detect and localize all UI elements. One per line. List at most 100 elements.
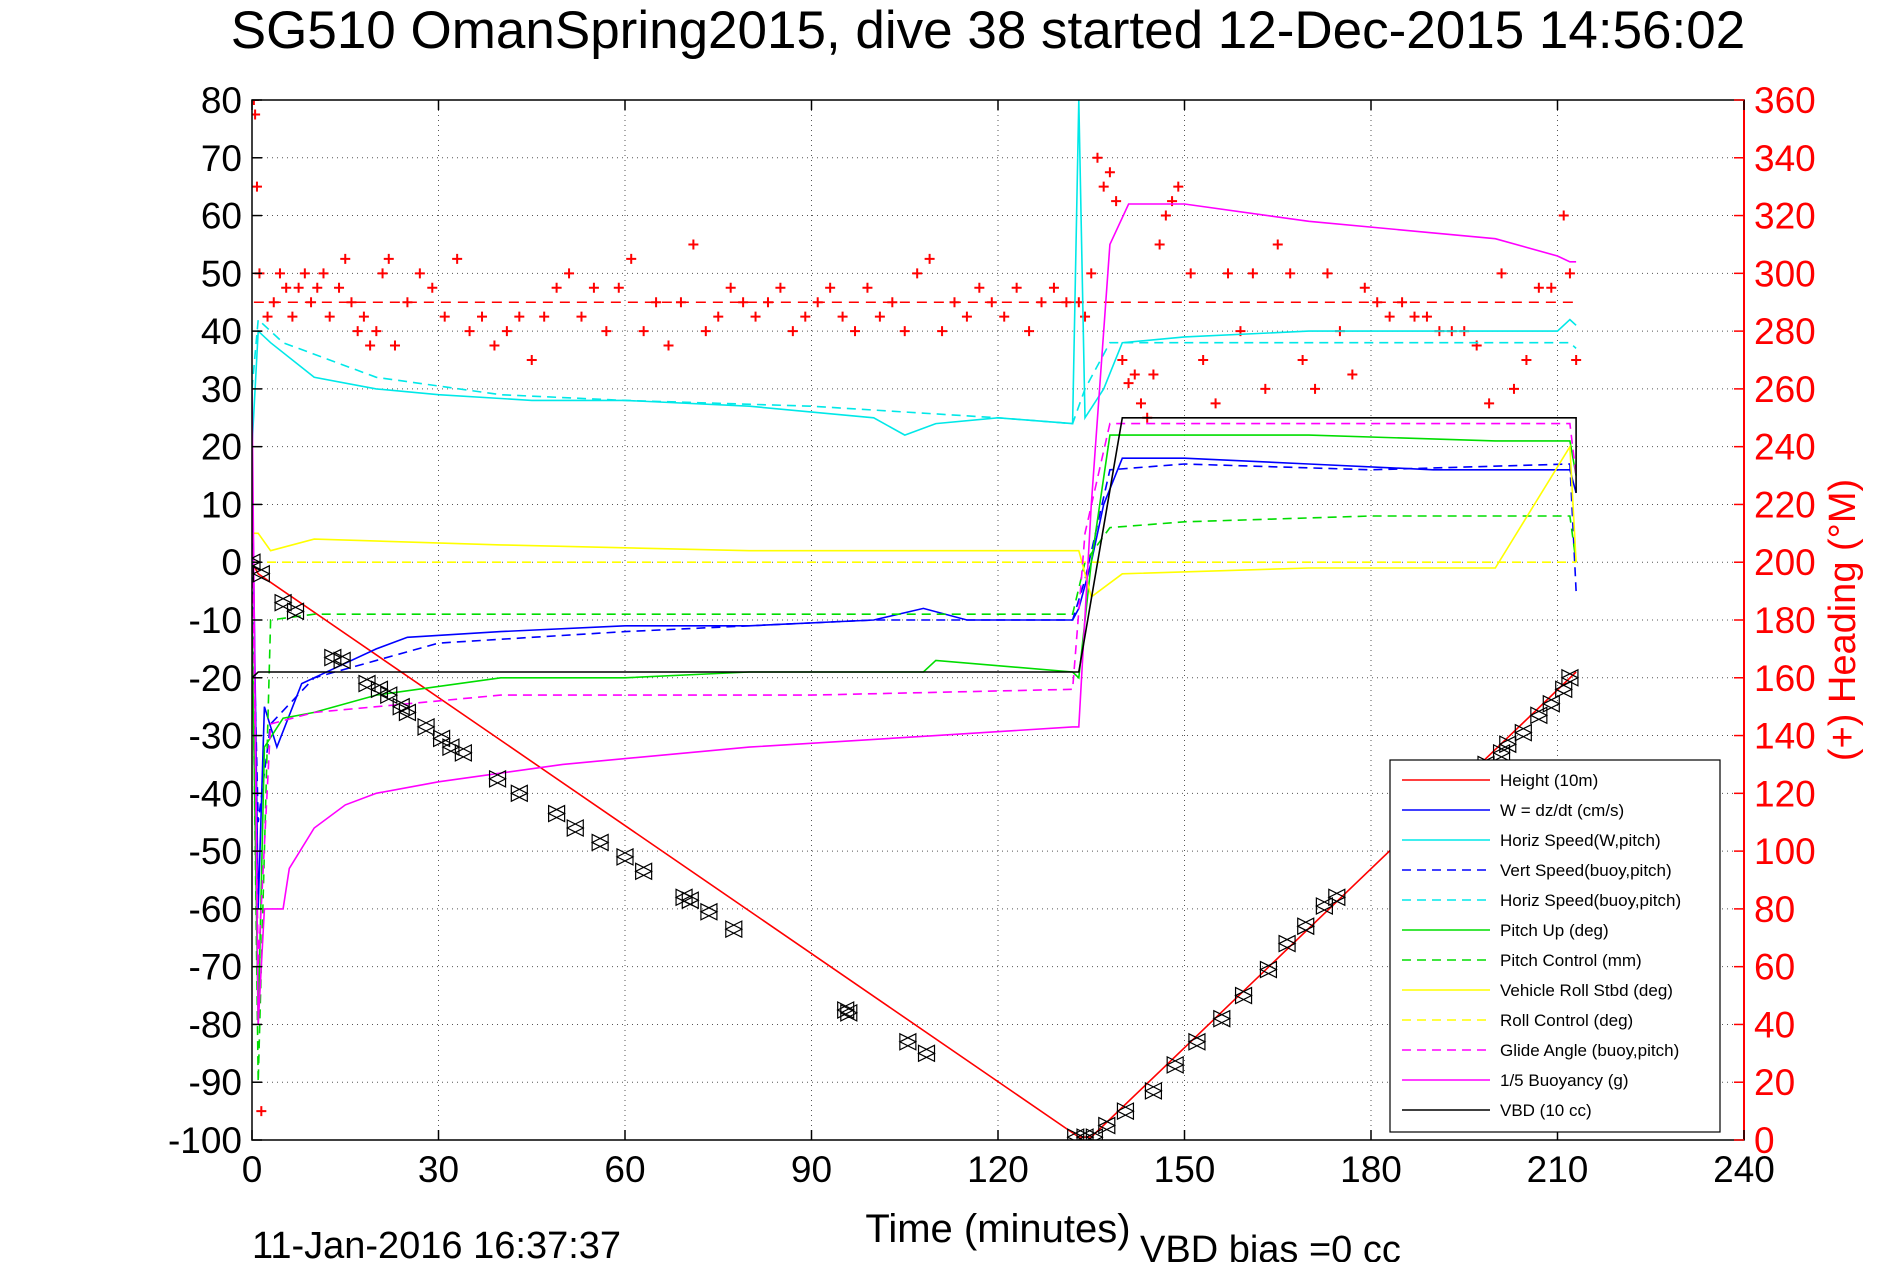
y-axis-right: 0 20 40 60 80 100 120 140 160 180 200 220 240 260 280 3… xyxy=(1734,80,1816,1161)
heading-point xyxy=(256,1106,267,1117)
dive-marker xyxy=(1529,706,1549,725)
heading-point xyxy=(1285,268,1296,279)
dive-marker xyxy=(1212,1009,1232,1028)
series-line xyxy=(252,422,1577,967)
heading-point xyxy=(949,297,960,308)
heading-point xyxy=(262,311,273,322)
y-right-tick-label: 260 xyxy=(1754,369,1816,410)
heading-point xyxy=(1347,369,1358,380)
heading-point xyxy=(346,297,357,308)
series-line xyxy=(252,515,1577,1083)
heading-point xyxy=(340,253,351,264)
y-right-tick-label: 100 xyxy=(1754,831,1816,872)
heading-point xyxy=(1061,297,1072,308)
heading-point xyxy=(377,268,388,279)
heading-point xyxy=(974,282,985,293)
heading-point xyxy=(912,268,923,279)
legend-label: Vert Speed(buoy,pitch) xyxy=(1500,861,1672,880)
dive-marker xyxy=(565,819,585,837)
heading-point xyxy=(937,326,948,337)
dive-marker xyxy=(680,891,700,910)
heading-point xyxy=(1223,268,1234,279)
legend: Height (10m) W = dz/dt (cm/s) Horiz Speed(… xyxy=(1389,759,1721,1133)
heading-point xyxy=(371,326,382,337)
series-line xyxy=(252,434,1577,1025)
heading-point xyxy=(762,297,773,308)
heading-point xyxy=(1521,355,1532,365)
dive-marker xyxy=(1144,1081,1163,1100)
y-tick-label: -70 xyxy=(189,947,242,988)
heading-point xyxy=(837,311,848,322)
dive-marker xyxy=(1492,743,1511,762)
series-line xyxy=(252,100,1577,447)
y-right-tick-label: 220 xyxy=(1754,484,1816,525)
heading-point xyxy=(1272,239,1283,250)
heading-point xyxy=(713,311,724,322)
heading-point xyxy=(812,297,823,308)
legend-label: Horiz Speed(W,pitch) xyxy=(1500,831,1661,850)
heading-point xyxy=(825,282,836,293)
y-tick-label: 80 xyxy=(201,80,242,121)
heading-point xyxy=(1160,210,1171,221)
heading-point xyxy=(850,326,861,337)
y-right-tick-label: 160 xyxy=(1754,658,1816,699)
heading-point xyxy=(1384,311,1395,322)
legend-label: Vehicle Roll Stbd (deg) xyxy=(1500,981,1673,1000)
heading-point xyxy=(1117,355,1128,365)
y-tick-label: -10 xyxy=(189,600,242,641)
heading-point xyxy=(1111,196,1122,207)
dive-marker xyxy=(724,920,744,939)
dive-marker xyxy=(1296,917,1316,936)
heading-point xyxy=(334,282,345,293)
dive-marker xyxy=(1165,1055,1185,1074)
y-tick-label: -20 xyxy=(189,658,242,699)
y-tick-label: 0 xyxy=(221,542,242,583)
dive-marker xyxy=(836,1001,856,1019)
heading-point xyxy=(464,326,475,337)
heading-point xyxy=(1098,181,1109,192)
dive-marker xyxy=(1560,668,1580,687)
dive-marker xyxy=(1097,1116,1117,1135)
heading-point xyxy=(899,326,910,337)
series-line xyxy=(252,561,1577,1138)
y-tick-label: -40 xyxy=(189,773,242,814)
heading-point xyxy=(1092,152,1103,163)
heading-point xyxy=(489,340,500,351)
dive-marker xyxy=(332,651,352,670)
heading-point xyxy=(1558,210,1569,221)
y-right-tick-label: 360 xyxy=(1754,80,1816,121)
legend-box xyxy=(1389,759,1721,1133)
heading-point xyxy=(576,311,587,322)
heading-layer xyxy=(252,100,1582,1117)
heading-point xyxy=(501,326,512,337)
heading-point xyxy=(1310,383,1321,394)
heading-point xyxy=(1080,311,1091,322)
y-right-tick-label: 200 xyxy=(1754,542,1816,583)
legend-label: W = dz/dt (cm/s) xyxy=(1500,801,1624,820)
heading-point xyxy=(1135,398,1146,409)
heading-point xyxy=(1011,282,1022,293)
series-layer xyxy=(252,100,1577,1138)
heading-point xyxy=(1036,297,1047,308)
x-axis-label: Time (minutes) xyxy=(865,1207,1130,1251)
heading-point xyxy=(514,311,525,322)
chart-title: SG510 OmanSpring2015, dive 38 started 12… xyxy=(231,1,1745,60)
dive-marker xyxy=(370,680,389,699)
heading-point xyxy=(526,355,537,365)
dive-marker xyxy=(634,862,653,881)
heading-point xyxy=(961,311,972,322)
series-line xyxy=(252,463,1577,823)
dive-marker xyxy=(1315,897,1334,915)
y-right-tick-label: 0 xyxy=(1754,1120,1775,1161)
heading-point xyxy=(638,326,649,337)
x-tick-label: 240 xyxy=(1713,1149,1775,1190)
heading-point xyxy=(613,282,624,293)
heading-point xyxy=(439,311,450,322)
heading-point xyxy=(1508,383,1519,394)
y-tick-label: -80 xyxy=(189,1004,242,1045)
heading-point xyxy=(287,311,298,322)
y-right-tick-label: 340 xyxy=(1754,138,1816,179)
dive-marker xyxy=(488,769,507,788)
heading-point xyxy=(1247,268,1258,279)
heading-point xyxy=(887,297,898,308)
